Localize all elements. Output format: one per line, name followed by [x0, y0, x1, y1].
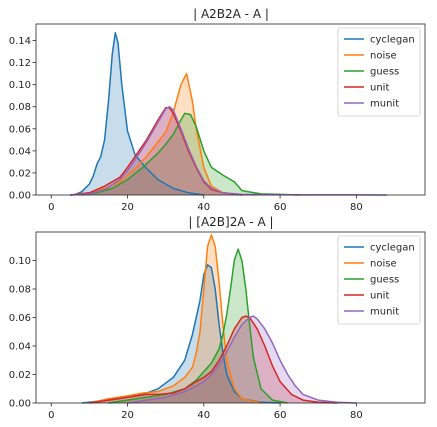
legend: cyclegan noise guess unit munit: [337, 235, 421, 325]
x-axis-ticks: 0 20 40 60 80: [48, 403, 363, 421]
legend-frame: [337, 27, 421, 117]
top-density-plot: | A2B2A - A | 0 20 40 60 80 0.00 0.02 0.04 0.06…: [9, 7, 426, 213]
x-tick-label: 60: [274, 202, 287, 213]
y-tick-label: 0.00: [9, 191, 31, 202]
x-tick-label: 0: [48, 410, 54, 421]
y-tick-label: 0.06: [9, 124, 31, 135]
density-fill-unit: [89, 316, 338, 403]
x-tick-label: 40: [197, 410, 210, 421]
legend-label-unit: unit: [370, 83, 389, 94]
legend-label-noise: noise: [370, 51, 397, 62]
legend-label-guess: guess: [370, 275, 399, 286]
density-line-guess: [81, 112, 300, 196]
x-tick-label: 80: [350, 410, 363, 421]
chart-title: | A2B2A - A |: [193, 7, 269, 21]
y-tick-label: 0.12: [9, 58, 31, 69]
x-tick-label: 0: [48, 202, 54, 213]
density-fill-noise: [70, 73, 242, 195]
legend-frame: [337, 235, 421, 325]
x-tick-label: 20: [121, 410, 134, 421]
bottom-density-plot: | [A2B]2A - A | 0 20 40 60 80 0.000.020.040.…: [9, 215, 426, 421]
y-tick-label: 0.02: [9, 370, 31, 381]
legend-label-munit: munit: [370, 307, 399, 318]
legend-label-munit: munit: [370, 99, 399, 110]
density-line-munit: [127, 315, 357, 404]
y-axis-ticks: 0.00 0.02 0.04 0.06 0.08 0.10 0.12 0.14: [9, 36, 36, 202]
density-fill-munit: [70, 106, 387, 195]
y-tick-label: 0.14: [9, 36, 31, 47]
density-fill-munit: [127, 316, 357, 403]
chart-title: | [A2B]2A - A |: [188, 215, 273, 229]
y-tick-label: 0.02: [9, 168, 31, 179]
y-axis-ticks: 0.00 0.02 0.04 0.06 0.08 0.10: [9, 256, 36, 410]
legend: cyclegan noise guess unit munit: [337, 27, 421, 117]
axes-frame: [35, 23, 426, 196]
density-line-noise: [70, 72, 242, 196]
y-tick-label: 0.06: [9, 313, 31, 324]
y-tick-label: 0.04: [9, 342, 31, 353]
density-fill-cyclegan: [74, 32, 204, 195]
y-tick-label: 0.10: [9, 256, 31, 267]
x-tick-label: 80: [350, 202, 363, 213]
density-fill-guess: [108, 249, 288, 403]
x-axis-ticks: 0 20 40 60 80: [48, 195, 363, 213]
density-lines: [81, 234, 357, 404]
y-tick-label: 0.08: [9, 102, 31, 113]
y-tick-label: 0.00: [9, 399, 31, 410]
density-line-unit: [89, 315, 338, 404]
x-tick-label: 60: [274, 410, 287, 421]
x-tick-label: 20: [121, 202, 134, 213]
legend-label-unit: unit: [370, 291, 389, 302]
density-fill-cyclegan: [81, 264, 281, 403]
y-tick-label: 0.10: [9, 80, 31, 91]
legend-label-cyclegan: cyclegan: [370, 35, 415, 46]
legend-label-cyclegan: cyclegan: [370, 243, 415, 254]
x-tick-label: 40: [197, 202, 210, 213]
legend-label-guess: guess: [370, 67, 399, 78]
y-tick-label: 0.04: [9, 146, 31, 157]
y-tick-label: 0.08: [9, 285, 31, 296]
density-line-cyclegan: [73, 32, 204, 196]
density-line-noise: [89, 234, 262, 404]
legend-label-noise: noise: [370, 259, 397, 270]
